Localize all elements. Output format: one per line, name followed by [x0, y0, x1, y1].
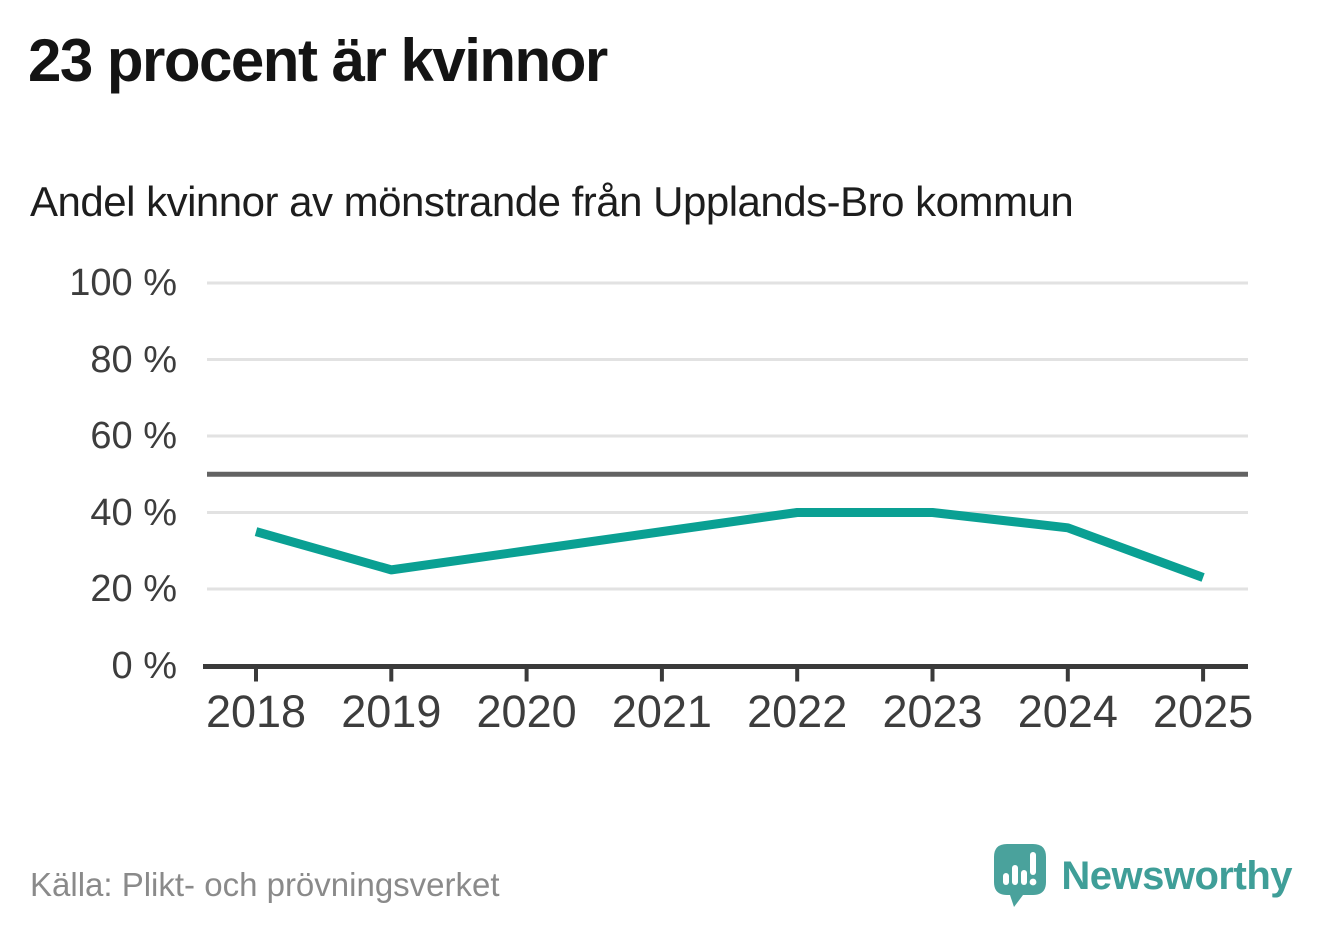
headline: 23 procent är kvinnor	[28, 27, 608, 94]
x-axis-label: 2023	[882, 686, 983, 737]
y-axis-label: 40 %	[90, 491, 177, 534]
x-axis-label: 2020	[476, 686, 577, 737]
brand-name: Newsworthy	[1061, 853, 1292, 898]
x-axis-label: 2021	[611, 686, 712, 737]
y-axis-label: 60 %	[90, 415, 177, 457]
x-axis-label: 2024	[1017, 686, 1118, 737]
newsworthy-logo-icon	[994, 844, 1047, 907]
brand-lockup: Newsworthy	[993, 843, 1292, 909]
y-axis-label: 100 %	[69, 262, 177, 304]
y-axis-label: 0 %	[111, 644, 177, 687]
x-axis-label: 2022	[747, 686, 848, 737]
chart-title: Andel kvinnor av mönstrande från Uppland…	[30, 178, 1074, 225]
x-axis-label: 2018	[205, 686, 307, 737]
x-axis-label: 2025	[1153, 686, 1254, 737]
y-axis-label: 20 %	[90, 568, 177, 610]
y-axis-label: 80 %	[90, 338, 177, 381]
source-note: Källa: Plikt- och prövningsverket	[30, 866, 500, 903]
x-axis-label: 2019	[341, 686, 442, 737]
